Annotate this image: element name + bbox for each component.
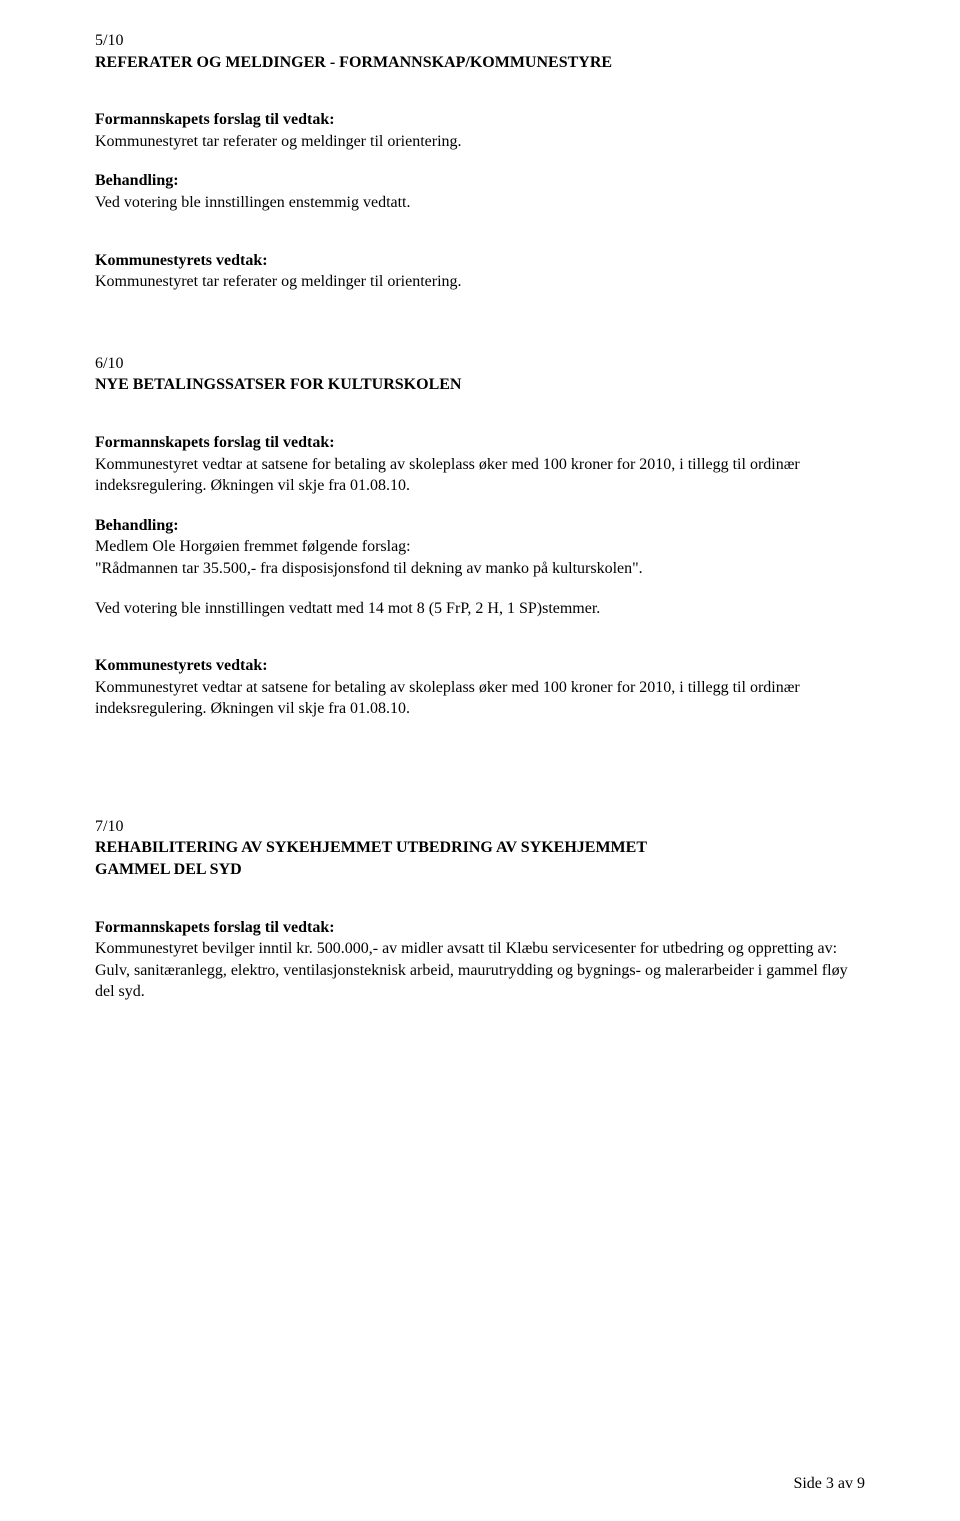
forslag-text: Kommunestyret tar referater og meldinger… (95, 131, 865, 153)
forslag-text: Kommunestyret vedtar at satsene for beta… (95, 454, 865, 497)
agenda-item-610: 6/10 NYE BETALINGSSATSER FOR KULTURSKOLE… (95, 353, 865, 720)
vedtak-label: Kommunestyrets vedtak: (95, 250, 865, 272)
forslag-text: Kommunestyret bevilger inntil kr. 500.00… (95, 938, 865, 1003)
forslag-label: Formannskapets forslag til vedtak: (95, 432, 865, 454)
behandling-line2: "Rådmannen tar 35.500,- fra disposisjons… (95, 558, 865, 580)
behandling-line1: Medlem Ole Horgøien fremmet følgende for… (95, 536, 865, 558)
agenda-item-710: 7/10 REHABILITERING AV SYKEHJEMMET UTBED… (95, 816, 865, 1003)
vedtak-label: Kommunestyrets vedtak: (95, 655, 865, 677)
vedtak-text: Kommunestyret vedtar at satsene for beta… (95, 677, 865, 720)
item-title-line2: GAMMEL DEL SYD (95, 859, 865, 881)
agenda-item-510: 5/10 REFERATER OG MELDINGER - FORMANNSKA… (95, 30, 865, 293)
behandling-text: Ved votering ble innstillingen enstemmig… (95, 192, 865, 214)
vedtak-text: Kommunestyret tar referater og meldinger… (95, 271, 865, 293)
item-number: 6/10 (95, 353, 865, 375)
behandling-label: Behandling: (95, 515, 865, 537)
item-title: NYE BETALINGSSATSER FOR KULTURSKOLEN (95, 374, 865, 396)
behandling-label: Behandling: (95, 170, 865, 192)
forslag-label: Formannskapets forslag til vedtak: (95, 917, 865, 939)
votering-text: Ved votering ble innstillingen vedtatt m… (95, 598, 865, 620)
item-number: 5/10 (95, 30, 865, 52)
item-number: 7/10 (95, 816, 865, 838)
forslag-label: Formannskapets forslag til vedtak: (95, 109, 865, 131)
item-title: REFERATER OG MELDINGER - FORMANNSKAP/KOM… (95, 52, 865, 74)
page-footer: Side 3 av 9 (793, 1475, 865, 1493)
item-title-line1: REHABILITERING AV SYKEHJEMMET UTBEDRING … (95, 837, 865, 859)
